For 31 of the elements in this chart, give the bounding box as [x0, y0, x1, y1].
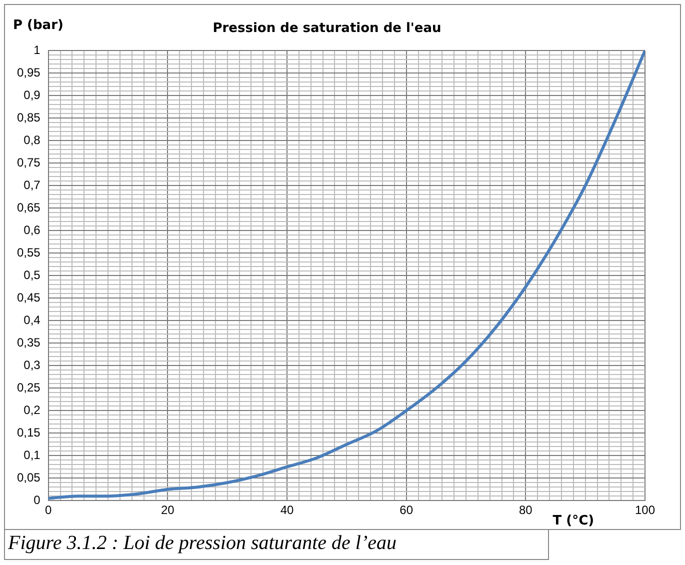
y-tick-label: 0,6 — [24, 222, 41, 237]
x-tick-label: 40 — [280, 503, 294, 518]
x-tick-label: 100 — [634, 503, 656, 518]
y-axis-title: P (bar) — [13, 18, 64, 33]
y-tick-label: 0,5 — [24, 268, 41, 282]
y-tick-label: 0,9 — [24, 88, 41, 102]
y-tick-label: 0,55 — [16, 245, 41, 260]
y-tick-label: 0,2 — [24, 402, 41, 417]
y-tick-label: 1 — [34, 42, 41, 57]
y-tick-label: 0,8 — [24, 132, 41, 147]
x-tick-label: 80 — [518, 503, 533, 518]
chart-title: Pression de saturation de l'eau — [212, 21, 442, 36]
x-tick-label: 60 — [400, 503, 414, 518]
y-tick-label: 0,3 — [24, 358, 41, 372]
x-tick-label: 20 — [161, 503, 175, 518]
y-tick-label: 0,1 — [24, 448, 41, 462]
x-axis-title: T (°C) — [552, 514, 594, 529]
y-tick-label: 0 — [34, 492, 41, 507]
caption: Figure 3.1.2 : Loi de pression saturante de l’eau — [4, 529, 549, 560]
y-tick-label: 0,45 — [16, 290, 41, 304]
y-tick-label: 0,95 — [16, 65, 41, 80]
x-tick-label: 0 — [45, 503, 52, 518]
y-tick-label: 0,25 — [16, 380, 41, 394]
y-tick-label: 0,15 — [16, 425, 41, 440]
y-tick-label: 0,4 — [24, 312, 41, 327]
y-tick-label: 0,7 — [24, 178, 41, 192]
y-tick-label: 0,85 — [16, 110, 41, 124]
y-tick-label: 0,35 — [16, 335, 41, 350]
y-tick-label: 0,05 — [16, 470, 41, 484]
y-tick-label: 0,75 — [16, 155, 41, 170]
y-tick-label: 0,65 — [16, 200, 41, 214]
